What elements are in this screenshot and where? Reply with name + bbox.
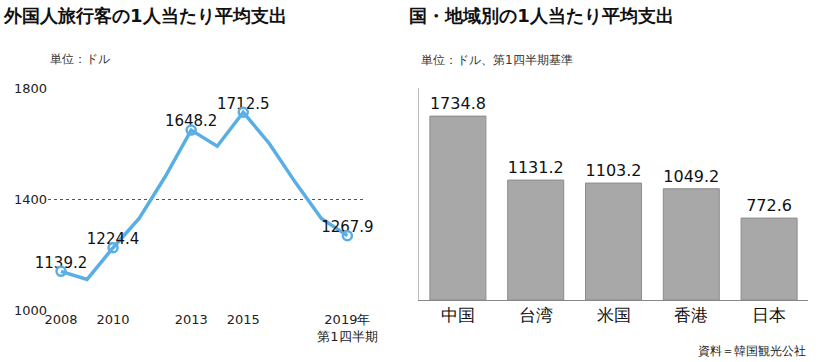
svg-text:1224.4: 1224.4	[87, 230, 140, 248]
svg-text:1000: 1000	[14, 303, 47, 318]
svg-text:1139.2: 1139.2	[35, 254, 88, 272]
svg-text:1734.8: 1734.8	[430, 94, 486, 113]
svg-text:2008: 2008	[44, 312, 77, 327]
svg-text:1049.2: 1049.2	[663, 167, 719, 186]
svg-text:2013: 2013	[175, 312, 208, 327]
svg-text:1400: 1400	[14, 192, 47, 207]
svg-text:1800: 1800	[14, 81, 47, 96]
svg-text:2015: 2015	[227, 312, 260, 327]
svg-text:国・地域別の1人当たり平均支出: 国・地域別の1人当たり平均支出	[409, 5, 674, 26]
svg-text:単位：ドル、第1四半期基準: 単位：ドル、第1四半期基準	[421, 53, 573, 67]
svg-text:資料＝韓国観光公社: 資料＝韓国観光公社	[698, 344, 806, 358]
svg-text:1648.2: 1648.2	[165, 112, 218, 130]
svg-text:外国人旅行客の1人当たり平均支出: 外国人旅行客の1人当たり平均支出	[3, 5, 287, 26]
svg-text:香港: 香港	[674, 305, 708, 325]
svg-text:単位：ドル: 単位：ドル	[50, 52, 110, 66]
svg-text:日本: 日本	[752, 305, 786, 325]
svg-text:1131.2: 1131.2	[508, 158, 564, 177]
svg-text:772.6: 772.6	[746, 196, 792, 215]
svg-text:米国: 米国	[597, 305, 631, 325]
svg-text:1103.2: 1103.2	[586, 161, 642, 180]
svg-text:中国: 中国	[441, 305, 475, 325]
svg-text:1267.9: 1267.9	[321, 218, 374, 236]
svg-text:2019年第1四半期: 2019年第1四半期	[317, 312, 377, 344]
svg-text:台湾: 台湾	[519, 305, 553, 325]
svg-text:2010: 2010	[97, 312, 130, 327]
svg-text:1712.5: 1712.5	[217, 95, 270, 113]
